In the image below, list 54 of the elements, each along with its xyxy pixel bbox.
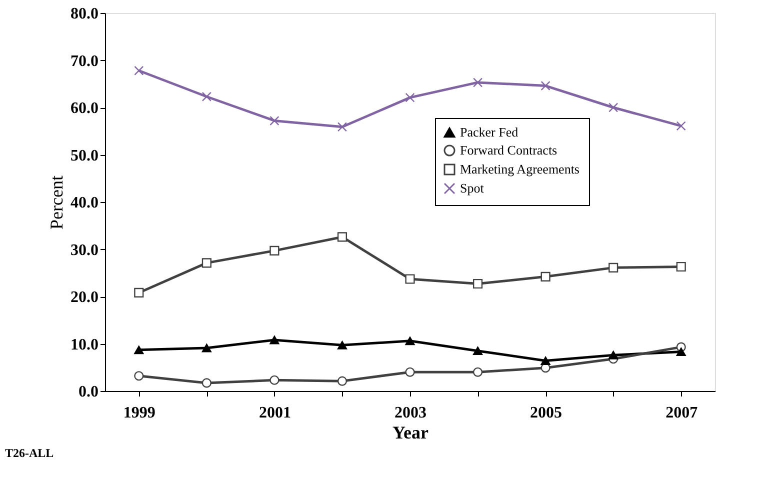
point: [540, 356, 550, 365]
point: [472, 278, 483, 289]
point: [608, 262, 618, 272]
point: [472, 346, 483, 356]
point: [405, 336, 415, 346]
point: [134, 346, 144, 354]
point: [608, 102, 618, 112]
point: [270, 375, 280, 385]
point: [540, 272, 550, 282]
text: T26-ALL: [5, 446, 54, 460]
point: [134, 288, 144, 298]
point: [676, 121, 686, 131]
y-tick-label: 40.0: [70, 194, 98, 212]
point: [405, 367, 415, 377]
point: [270, 246, 280, 256]
point: [202, 344, 212, 352]
legend-label: Forward Contracts: [460, 142, 558, 158]
point: [270, 116, 280, 126]
point: [472, 367, 483, 377]
point: [472, 78, 483, 88]
point: [270, 336, 280, 344]
point: [676, 262, 686, 272]
x-tick-label: 2005: [530, 404, 562, 422]
point: [337, 340, 348, 350]
point: [134, 371, 144, 381]
point: [337, 232, 348, 242]
y-tick-label: 70.0: [70, 52, 98, 70]
y-axis-title: Percent: [46, 176, 66, 230]
point: [405, 92, 415, 102]
x-tick-label: 2003: [394, 404, 426, 422]
y-tick-label: 60.0: [70, 100, 98, 117]
legend-label: Marketing Agreements: [460, 162, 580, 176]
y-tick-label: 50.0: [70, 147, 98, 164]
legend-label: Spot: [460, 180, 484, 196]
point: [337, 122, 348, 132]
point: [405, 274, 415, 284]
point: [202, 92, 212, 102]
legend-label: Packer Fed: [460, 124, 519, 140]
y-tick-label: 0.0: [78, 384, 98, 400]
y-tick-label: 20.0: [70, 289, 98, 306]
y-tick-label: 10.0: [70, 336, 98, 354]
point: [676, 348, 686, 356]
x-axis-title: Year: [392, 422, 428, 442]
point: [608, 350, 618, 360]
point: [337, 376, 348, 386]
point: [134, 66, 144, 76]
x-tick-label: 1999: [123, 404, 156, 422]
point: [202, 378, 212, 388]
point: [202, 258, 212, 268]
y-tick-label: 80.0: [70, 6, 98, 22]
x-tick-label: 2001: [258, 404, 291, 422]
x-tick-label: 2007: [666, 404, 698, 422]
y-tick-label: 30.0: [70, 242, 98, 259]
point: [540, 80, 550, 91]
